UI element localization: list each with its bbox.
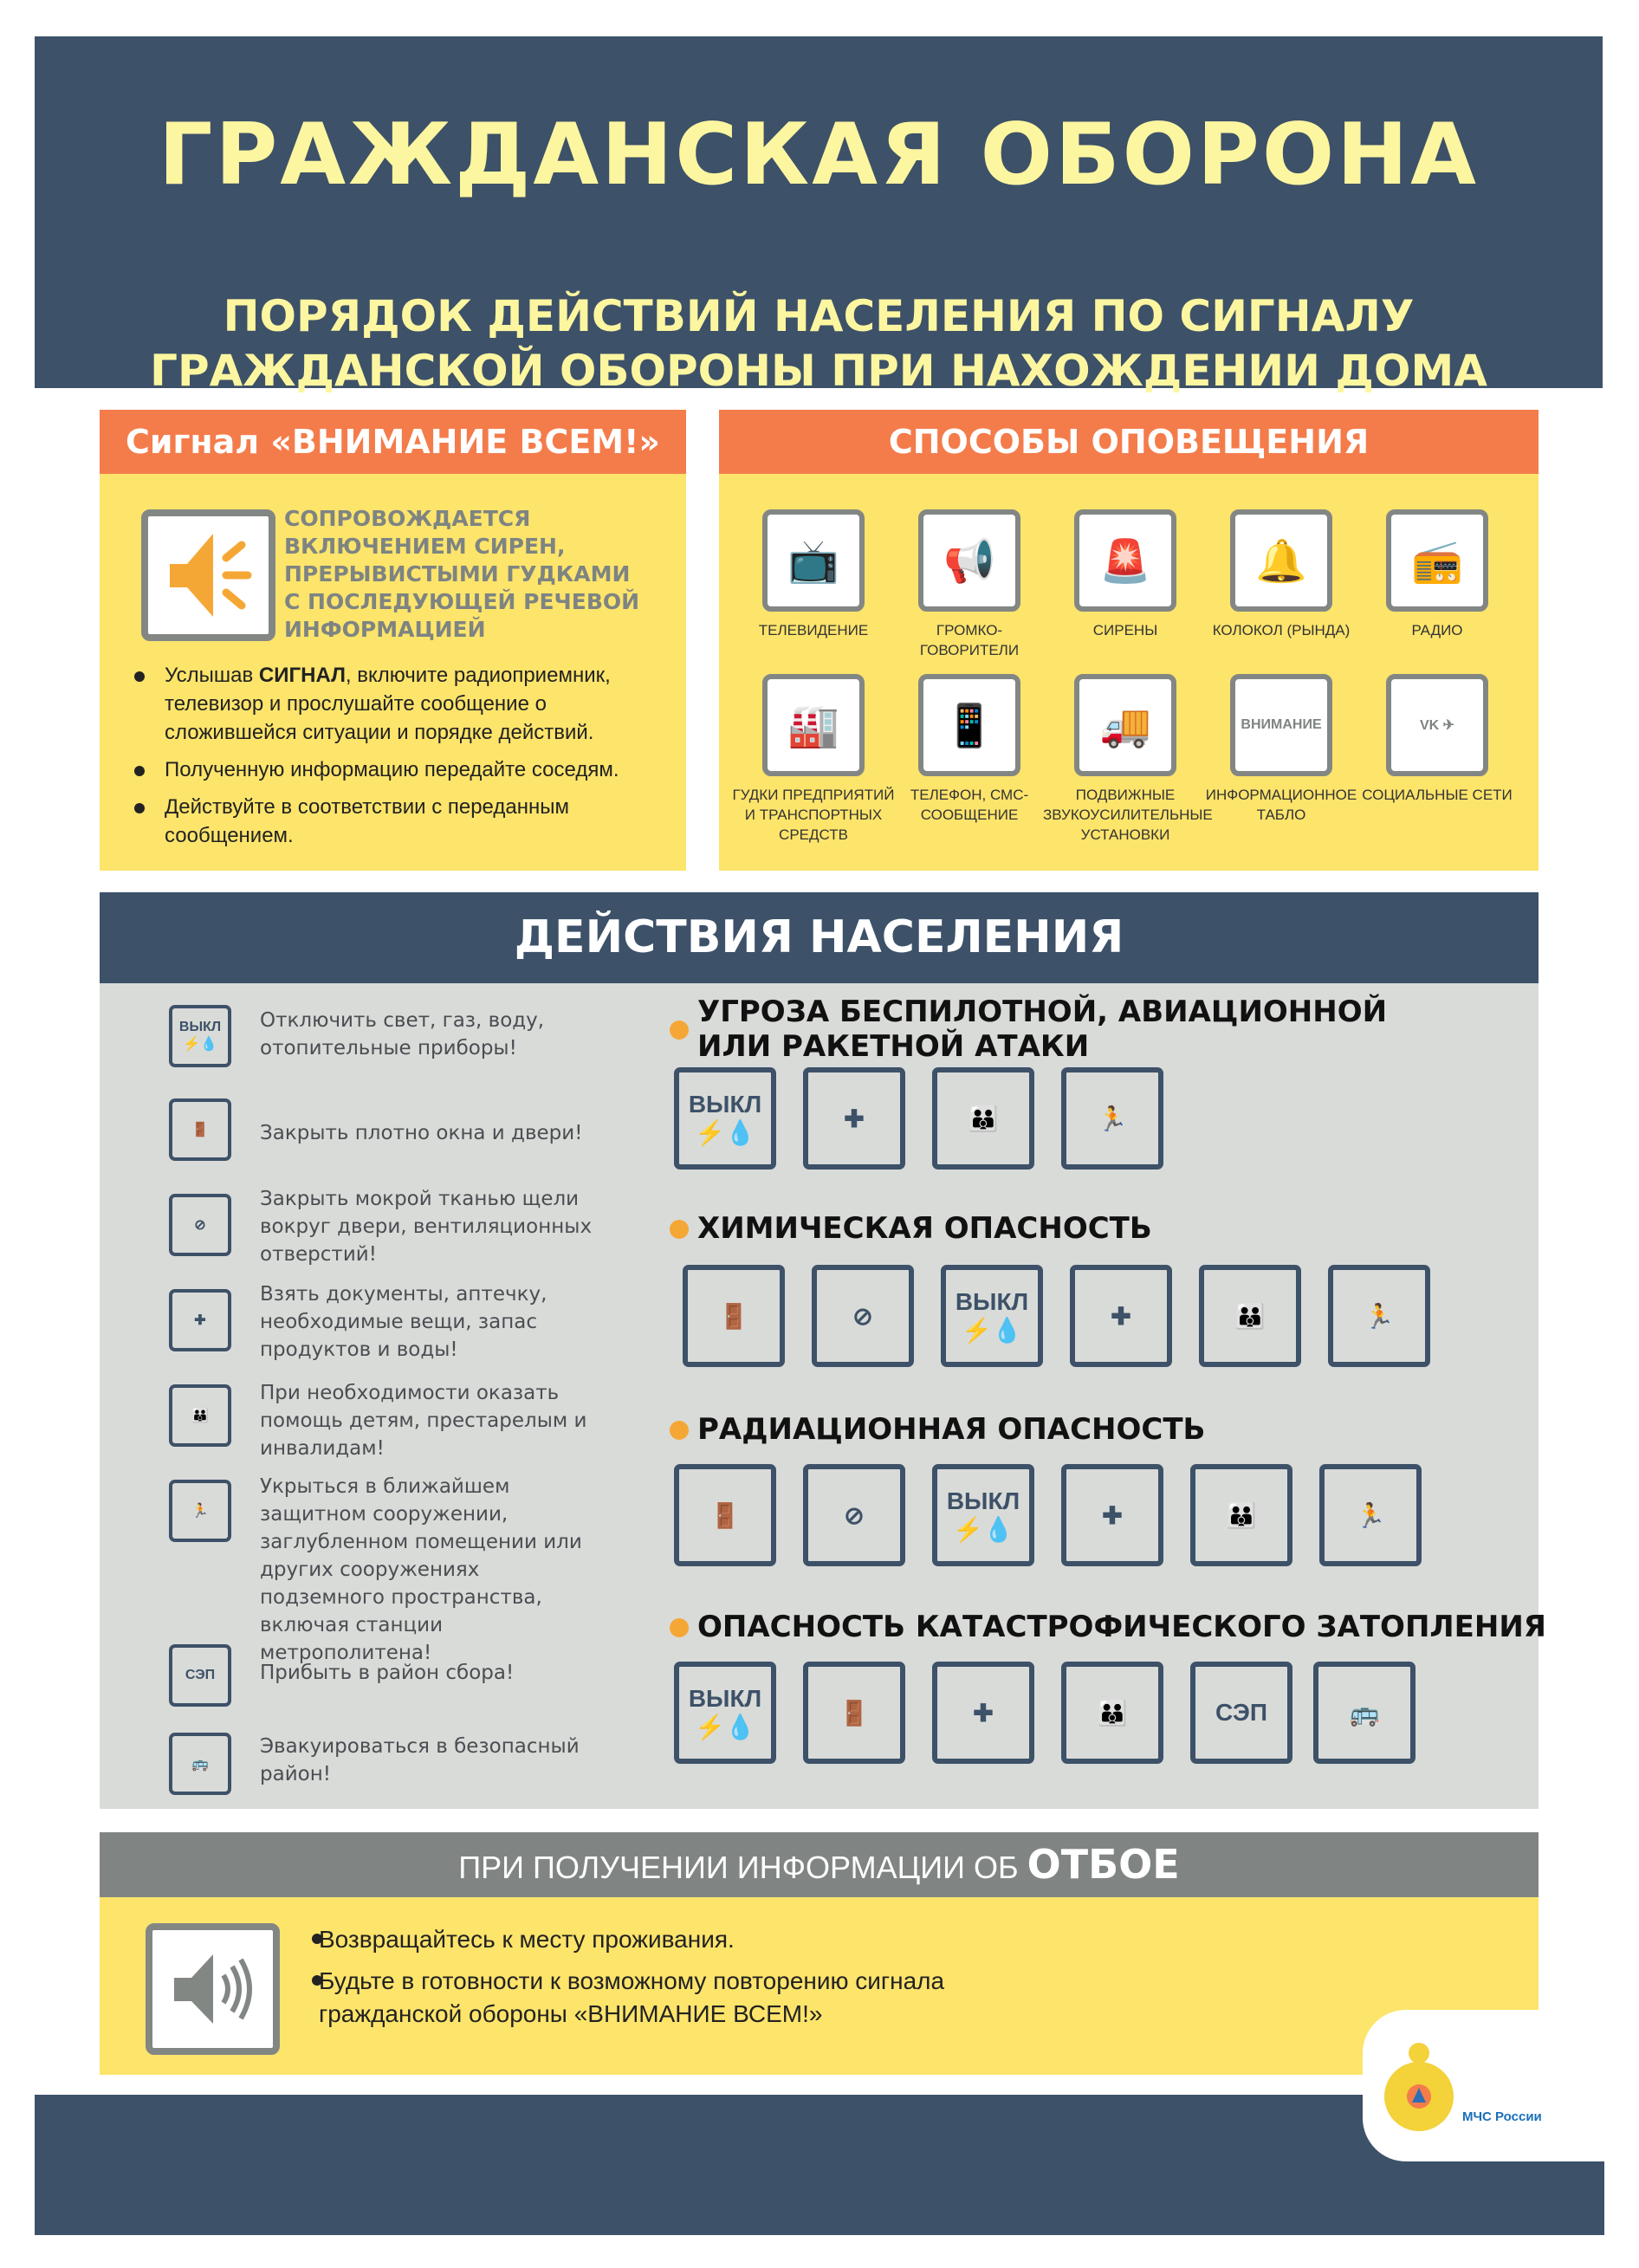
signal-description: СОПРОВОЖДАЕТСЯ ВКЛЮЧЕНИЕМ СИРЕН, ПРЕРЫВИ…: [284, 506, 640, 642]
action-text: Закрыть плотно окна и двери!: [260, 1122, 583, 1144]
methods-title: СПОСОБЫ ОПОВЕЩЕНИЯ: [719, 410, 1539, 474]
scenario-title: ОПАСНОСТЬ КАТАСТРОФИЧЕСКОГО ЗАТОПЛЕНИЯ: [697, 1610, 1546, 1644]
methods-panel: СПОСОБЫ ОПОВЕЩЕНИЯ 📺 ТЕЛЕВИДЕНИЕ 📢 ГРОМКО-Г…: [719, 410, 1539, 871]
shelter-icon: 🏃: [169, 1480, 231, 1542]
help-people-icon: 👪: [1190, 1464, 1292, 1566]
method-label: ГРОМКО-ГОВОРИТЕЛИ: [919, 622, 1020, 658]
method-label: КОЛОКОЛ (РЫНДА): [1212, 622, 1351, 638]
off-utilities-icon: ВЫКЛ ⚡💧: [169, 1005, 231, 1067]
logo-text: МЧС России: [1462, 2109, 1542, 2124]
method-label: РАДИО: [1411, 622, 1463, 638]
bullet-dot-icon: [670, 1021, 689, 1040]
allclear-bullet: Возвращайтесь к месту проживания.: [295, 1923, 1161, 1956]
action-text: Отключить свет, газ, воду, отопительные …: [260, 1009, 545, 1059]
shelter-icon: 🏃: [1328, 1265, 1430, 1367]
action-text: Взять документы, аптечку, необходимые ве…: [260, 1283, 547, 1361]
allclear-panel: Возвращайтесь к месту проживания. Будьте…: [100, 1897, 1539, 2075]
speaker-loud-icon: [141, 509, 275, 641]
signal-bullet: Услышав СИГНАЛ, включите радиоприемник, …: [117, 661, 671, 747]
bullet-dot-icon: [670, 1220, 689, 1239]
supplies-icon: ✚: [169, 1289, 231, 1351]
off-utilities-icon: ВЫКЛ ⚡💧: [932, 1464, 1034, 1566]
phone-icon: 📱: [918, 674, 1020, 776]
shelter-icon: 🏃: [1319, 1464, 1422, 1566]
factory-icon: 🏭: [762, 674, 865, 776]
method-label: СИРЕНЫ: [1092, 622, 1158, 638]
subtitle-line-2: ГРАЖДАНСКОЙ ОБОРОНЫ ПРИ НАХОЖДЕНИИ ДОМА: [150, 346, 1487, 396]
allclear-title: ПРИ ПОЛУЧЕНИИ ИНФОРМАЦИИ ОБ ОТБОЕ: [100, 1832, 1539, 1897]
seal-vents-icon: ⊘: [169, 1194, 231, 1256]
help-people-icon: 👪: [1199, 1265, 1301, 1367]
method-label: ТЕЛЕФОН, СМС-СООБЩЕНИЕ: [910, 787, 1029, 823]
board-icon: ВНИМАНИЕ: [1230, 674, 1332, 776]
evacuate-icon: 🚌: [1313, 1662, 1416, 1764]
signal-bullets: Услышав СИГНАЛ, включите радиоприемник, …: [117, 661, 671, 859]
off-utilities-icon: ВЫКЛ ⚡💧: [941, 1265, 1043, 1367]
speaker-icon: [146, 1923, 280, 2055]
supplies-icon: ✚: [932, 1662, 1034, 1764]
supplies-icon: ✚: [1070, 1265, 1172, 1367]
social-networks-icon: VK ✈: [1386, 674, 1488, 776]
scenario-title: ХИМИЧЕСКАЯ ОПАСНОСТЬ: [697, 1211, 1152, 1246]
action-text: Эвакуироваться в безопасный район!: [260, 1735, 580, 1785]
action-text: Закрыть мокрой тканью щели вокруг двери,…: [260, 1188, 593, 1266]
radio-icon: 📻: [1386, 509, 1488, 612]
close-doors-icon: 🚪: [169, 1098, 231, 1161]
signal-panel: Сигнал «ВНИМАНИЕ ВСЕМ!» СОПРОВОЖДАЕТСЯ В…: [100, 410, 686, 871]
signal-bullet: Полученную информацию передайте соседям.: [117, 755, 671, 784]
scenario-title: УГРОЗА БЕСПИЛОТНОЙ, АВИАЦИОННОЙ ИЛИ РАКЕ…: [697, 995, 1388, 1064]
method-label: СОЦИАЛЬНЫЕ СЕТИ: [1362, 787, 1513, 803]
signal-title: Сигнал «ВНИМАНИЕ ВСЕМ!»: [100, 410, 686, 474]
allclear-bullet: Будьте в готовности к возможному повторе…: [295, 1965, 970, 2031]
bullet-dot-icon: [670, 1618, 689, 1637]
help-people-icon: 👪: [1061, 1662, 1163, 1764]
method-label: ГУДКИ ПРЕДПРИЯТИЙ И ТРАНСПОРТНЫХ СРЕДСТВ: [732, 787, 895, 843]
help-people-icon: 👪: [169, 1384, 231, 1447]
seal-vents-icon: ⊘: [812, 1265, 914, 1367]
method-label: ИНФОРМАЦИОННОЕ ТАБЛО: [1205, 787, 1357, 823]
actions-title: ДЕЙСТВИЯ НАСЕЛЕНИЯ: [100, 892, 1539, 983]
subtitle-line-1: ПОРЯДОК ДЕЙСТВИЙ НАСЕЛЕНИЯ ПО СИГНАЛУ: [223, 291, 1415, 341]
sep-icon: СЭП: [1190, 1662, 1292, 1764]
bullet-dot-icon: [670, 1421, 689, 1440]
page-title: ГРАЖДАНСКАЯ ОБОРОНА: [159, 106, 1479, 204]
header-banner: ГРАЖДАНСКАЯ ОБОРОНА ПОРЯДОК ДЕЙСТВИЙ НАС…: [35, 36, 1603, 396]
off-utilities-icon: ВЫКЛ ⚡💧: [674, 1067, 776, 1170]
footer-bar: [35, 2095, 1604, 2235]
sep-icon: СЭП: [169, 1644, 231, 1707]
off-utilities-icon: ВЫКЛ ⚡💧: [674, 1662, 776, 1764]
emercom-emblem-icon: [1380, 2036, 1458, 2140]
close-doors-icon: 🚪: [803, 1662, 905, 1764]
supplies-icon: ✚: [1061, 1464, 1163, 1566]
evacuate-icon: 🚌: [169, 1733, 231, 1795]
supplies-icon: ✚: [803, 1067, 905, 1170]
shelter-icon: 🏃: [1061, 1067, 1163, 1170]
page-subtitle: ПОРЯДОК ДЕЙСТВИЙ НАСЕЛЕНИЯ ПО СИГНАЛУ ГРА…: [35, 289, 1603, 399]
loudspeaker-icon: 📢: [918, 509, 1020, 612]
scenario-title: РАДИАЦИОННАЯ ОПАСНОСТЬ: [697, 1412, 1206, 1447]
truck-icon: 🚚: [1074, 674, 1176, 776]
action-text: Прибыть в район сбора!: [260, 1662, 515, 1684]
method-label: ПОДВИЖНЫЕ ЗВУКОУСИЛИТЕЛЬНЫЕ УСТАНОВКИ: [1043, 787, 1213, 843]
signal-bullet: Действуйте в соответствии с переданным с…: [117, 793, 671, 850]
logo: МЧС России: [1363, 2010, 1639, 2161]
action-text: При необходимости оказать помощь детям, …: [260, 1382, 587, 1460]
action-text: Укрыться в ближайшем защитном сооружении…: [260, 1475, 582, 1664]
method-label: ТЕЛЕВИДЕНИЕ: [758, 622, 869, 638]
bell-icon: 🔔: [1230, 509, 1332, 612]
tv-icon: 📺: [762, 509, 865, 612]
seal-vents-icon: ⊘: [803, 1464, 905, 1566]
help-people-icon: 👪: [932, 1067, 1034, 1170]
close-doors-icon: 🚪: [683, 1265, 785, 1367]
close-doors-icon: 🚪: [674, 1464, 776, 1566]
siren-icon: 🚨: [1074, 509, 1176, 612]
